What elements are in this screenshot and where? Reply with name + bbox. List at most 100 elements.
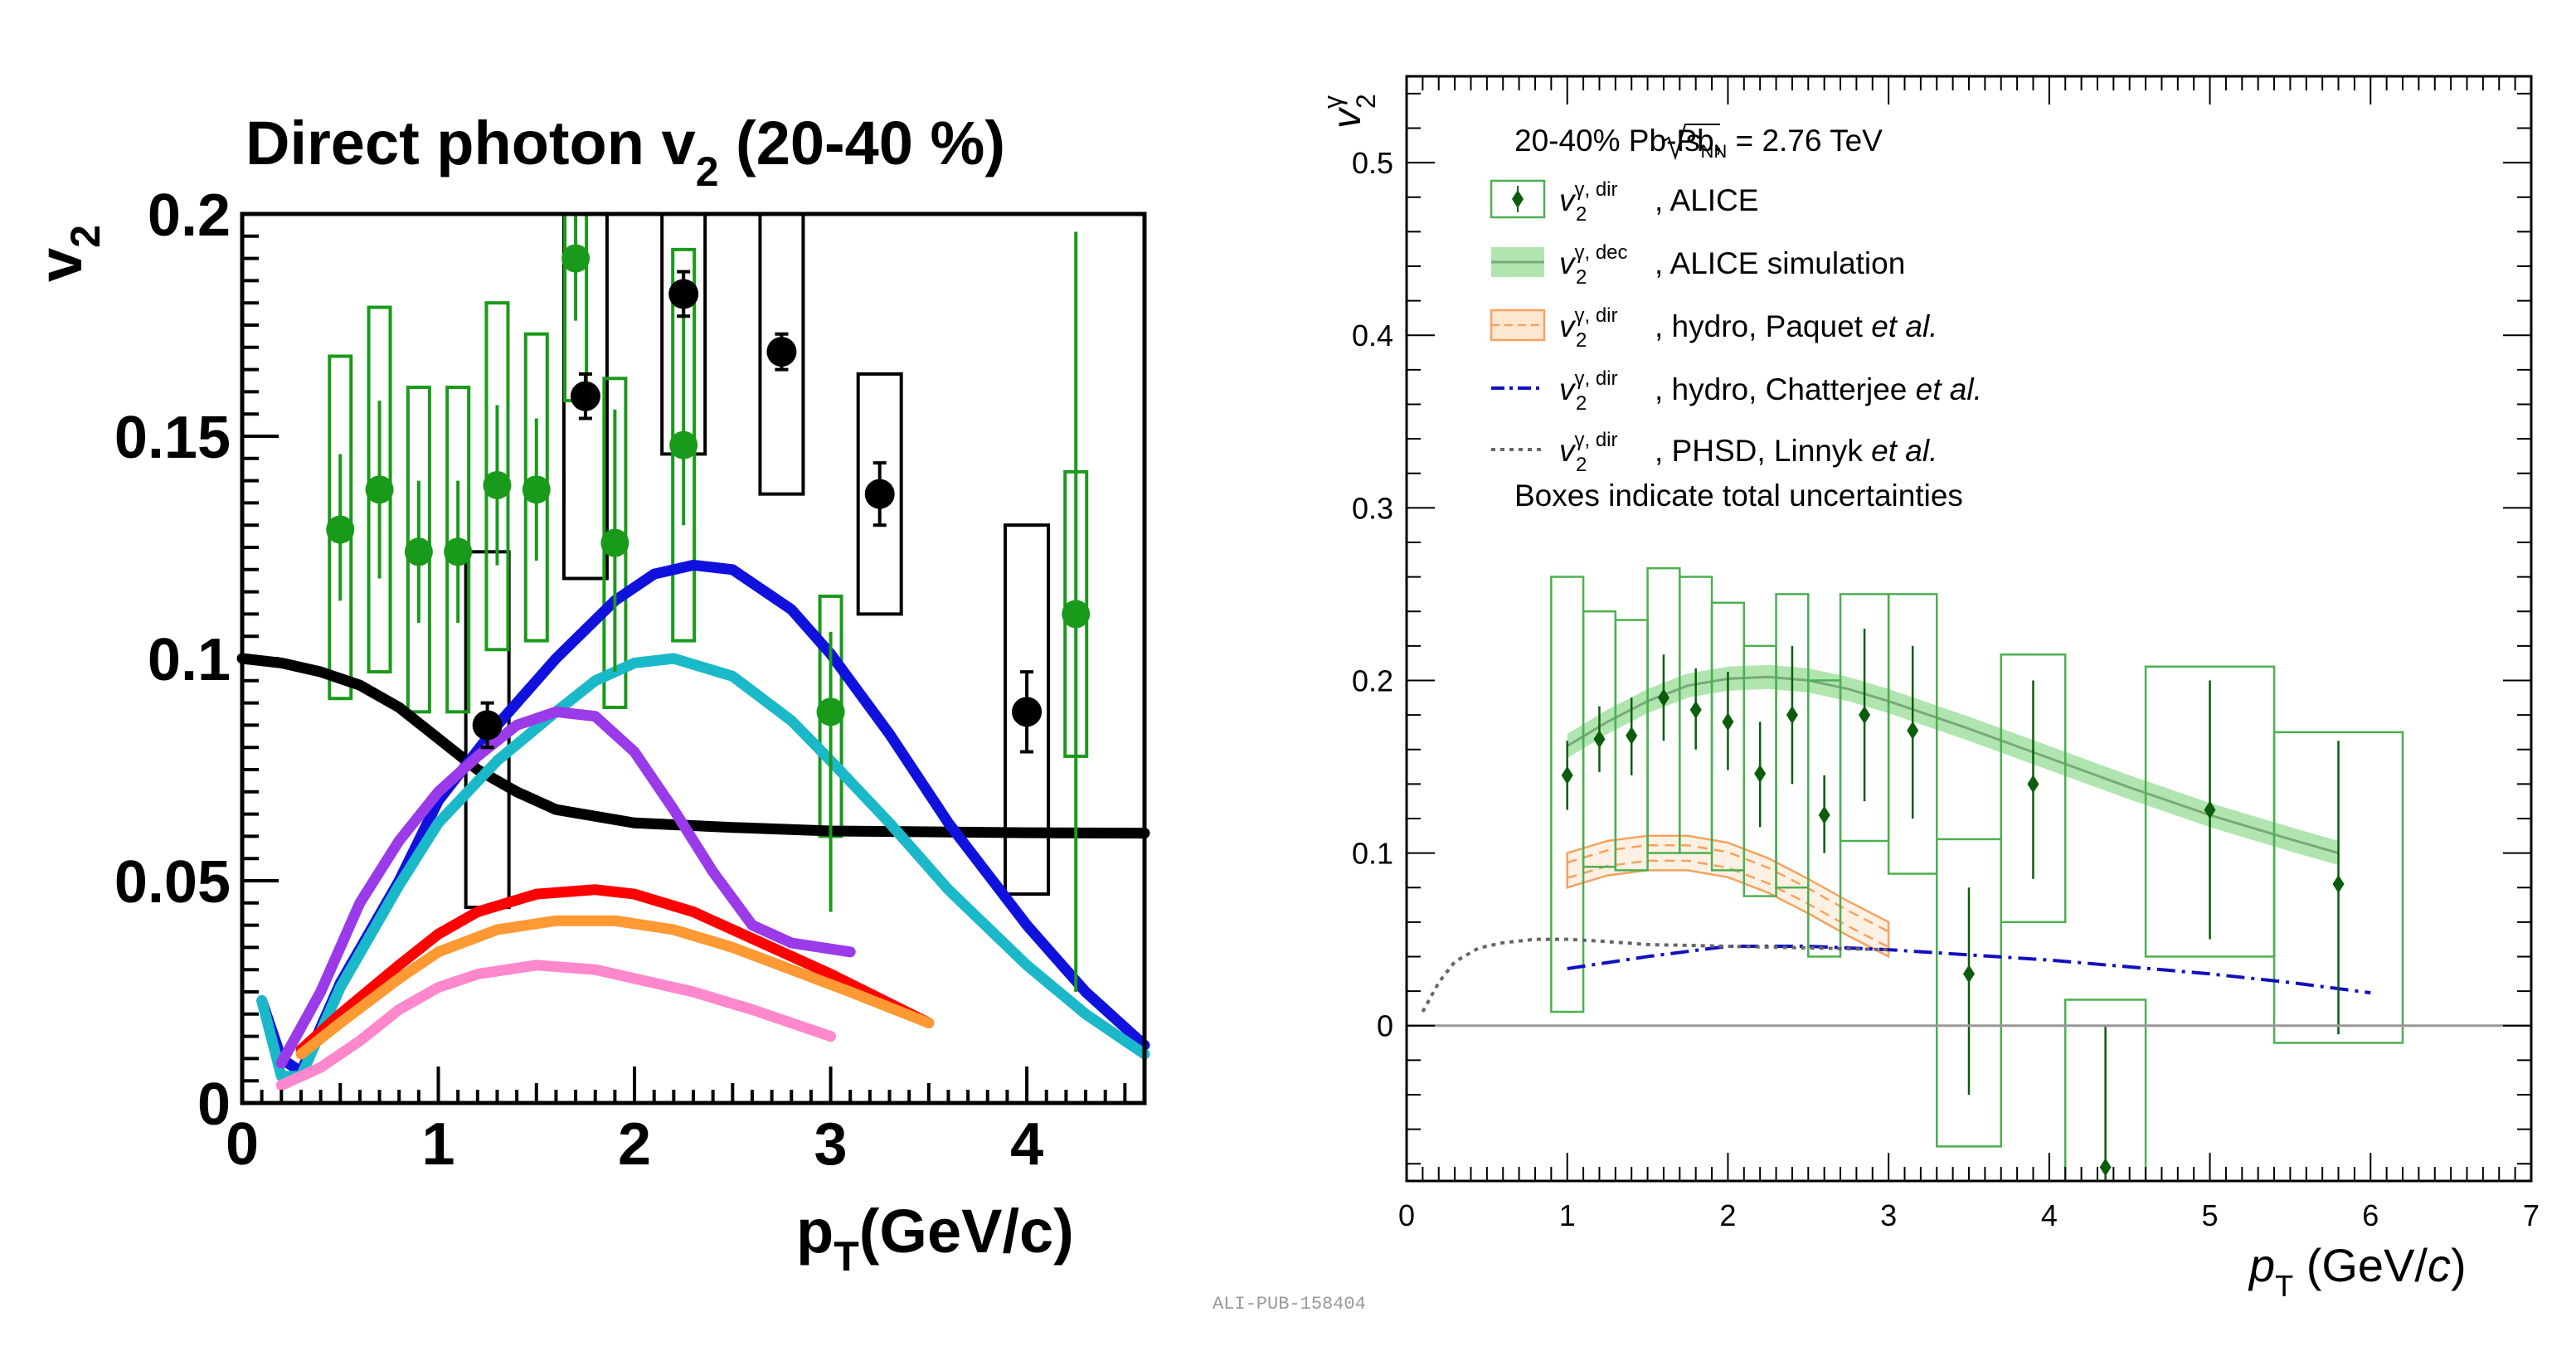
left-black-point — [1012, 697, 1043, 727]
left-y-tick-label: 0 — [197, 1071, 231, 1138]
left-x-tick-label: 0 — [226, 1111, 259, 1178]
left-green-point — [365, 475, 394, 504]
right-data-point — [1754, 764, 1767, 783]
left-black-point — [864, 479, 895, 509]
right-uncertainty-box — [1887, 593, 1938, 875]
right-axes: 0 1 2 3 4 5 6 7 0 0.1 0.2 0.3 0.4 0.5 — [1352, 75, 2540, 1232]
left-curve-black — [236, 653, 1150, 839]
right-data-points — [1561, 629, 2345, 1181]
left-chart: Direct photon v2 (20-40 %) v2 pT(GeV/c) … — [26, 109, 1150, 1280]
right-y-tick-label: 0.5 — [1352, 146, 1393, 180]
right-y-tick-label: 0.3 — [1352, 491, 1393, 525]
left-green-point — [404, 537, 433, 566]
right-band-dash-lower — [1567, 859, 1889, 949]
left-curve-red — [295, 884, 935, 1056]
right-data-point — [1561, 765, 1573, 785]
right-x-tick-label: 7 — [2523, 1198, 2540, 1232]
legend-swatch-box — [1490, 179, 1546, 219]
right-curve-chatterjee — [1567, 945, 2371, 995]
left-black-point — [668, 279, 699, 309]
left-curve-orange — [295, 915, 935, 1060]
legend-entry-label: vγ, dir 2, ALICE — [1559, 178, 1758, 226]
right-model-curves — [1421, 937, 2371, 1013]
legend-entry-label: vγ, dec 2, ALICE simulation — [1559, 241, 1905, 289]
right-curve-phsd-linnyk — [1421, 937, 1889, 1013]
left-data-points — [326, 214, 1091, 992]
left-x-tick-label: 4 — [1010, 1111, 1043, 1178]
legend-header: 20-40% Pb-Pb, — [1514, 124, 1723, 158]
left-black-point — [472, 710, 503, 741]
watermark: ALI-PUB-158404 — [1213, 1294, 1366, 1314]
left-black-point — [570, 381, 600, 411]
right-legend: 20-40% Pb-Pb, sNN = 2.76 TeV vγ, dir 2, AL… — [1490, 124, 1982, 513]
right-data-point — [1786, 706, 1798, 725]
left-green-point — [483, 470, 512, 499]
right-x-tick-label: 1 — [1559, 1198, 1576, 1232]
right-x-tick-label: 0 — [1398, 1198, 1415, 1232]
right-data-point — [1626, 726, 1638, 746]
left-x-tick-label: 1 — [421, 1111, 454, 1178]
right-data-point — [1818, 805, 1830, 824]
left-title: Direct photon v2 (20-40 %) — [245, 109, 1005, 195]
right-y-tick-label: 0 — [1377, 1009, 1393, 1043]
left-y-tick-label: 0.1 — [148, 627, 231, 693]
left-green-point — [816, 697, 845, 726]
left-ylabel: v2 — [26, 225, 109, 282]
right-data-point — [1722, 712, 1734, 731]
right-x-tick-label: 3 — [1880, 1198, 1897, 1232]
right-uncertainty-box — [2272, 731, 2404, 1044]
left-curve-purple — [275, 706, 856, 1069]
right-data-point — [1859, 706, 1871, 725]
left-green-point — [522, 475, 551, 504]
right-chart: 0 1 2 3 4 5 6 7 0 0.1 0.2 0.3 0.4 0.5 20-40% Pb-Pb, s… — [1213, 75, 2540, 1314]
left-model-curves — [236, 559, 1150, 1091]
right-uncertainty-box — [1936, 838, 2002, 1148]
right-data-point — [1963, 965, 1975, 984]
right-uncertainty-box — [2000, 653, 2067, 924]
left-xlabel: pT(GeV/c) — [796, 1197, 1074, 1280]
right-data-point — [1689, 700, 1702, 719]
left-black-box — [856, 372, 903, 616]
right-x-tick-label: 6 — [2362, 1198, 2379, 1232]
legend-swatch-marker — [1512, 190, 1524, 208]
left-axes: 0 1 2 3 4 0 0.05 0.1 0.15 0.2 — [114, 182, 1147, 1178]
right-x-tick-label: 2 — [1719, 1198, 1736, 1232]
right-data-point — [2099, 1158, 2112, 1177]
right-data-point — [1907, 721, 1919, 740]
right-data-point — [1657, 688, 1670, 707]
left-green-point — [326, 515, 355, 544]
right-data-point — [2027, 775, 2039, 794]
left-black-box — [1004, 523, 1051, 897]
left-x-tick-label: 2 — [618, 1111, 651, 1178]
left-x-tick-label: 3 — [814, 1111, 848, 1178]
left-black-point — [766, 337, 797, 367]
left-green-point — [600, 528, 629, 557]
right-data-point — [2332, 875, 2345, 894]
right-y-tick-label: 0.2 — [1352, 663, 1393, 697]
right-xlabel: pT (GeV/c) — [2248, 1239, 2467, 1303]
right-x-tick-label: 5 — [2202, 1198, 2219, 1232]
left-curve-pink — [275, 960, 837, 1091]
right-ylabel: vγ 2 — [1318, 94, 1381, 129]
left-green-point — [444, 537, 473, 566]
right-data-point — [1593, 730, 1606, 749]
right-band-dash-upper — [1567, 843, 1889, 933]
right-x-tick-label: 4 — [2041, 1198, 2058, 1232]
legend-sqrt-s: sNN = 2.76 TeV — [1685, 124, 1883, 162]
legend-note: Boxes indicate total uncertainties — [1514, 479, 1963, 513]
right-y-tick-label: 0.4 — [1352, 318, 1393, 352]
legend-entry-label: vγ, dir 2, hydro, Chatterjee et al. — [1559, 367, 1982, 415]
left-green-point — [561, 244, 591, 273]
legend-entry-label: vγ, dir 2, hydro, Paquet et al. — [1559, 304, 1937, 352]
legend-entry-label: vγ, dir 2, PHSD, Linnyk et al. — [1559, 429, 1937, 476]
right-y-tick-label: 0.1 — [1352, 837, 1393, 871]
right-uncertainty-boxes — [1550, 566, 2404, 1183]
right-model-bands — [1566, 664, 2339, 959]
left-green-point — [1062, 600, 1091, 629]
legend-sqrt-symbol — [1661, 124, 1720, 161]
left-curve-cyan — [256, 653, 1150, 1082]
right-data-point — [2204, 800, 2216, 819]
left-y-tick-label: 0.15 — [114, 405, 231, 471]
left-y-tick-label: 0.2 — [148, 182, 231, 249]
